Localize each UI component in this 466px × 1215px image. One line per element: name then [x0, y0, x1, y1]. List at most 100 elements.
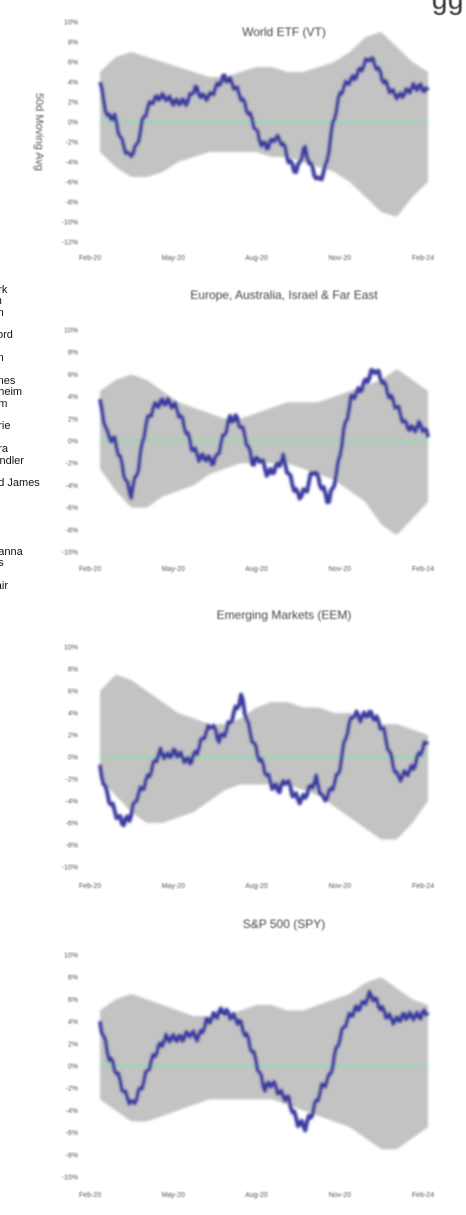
- x-tick-label: Nov-20: [328, 255, 351, 262]
- x-tick-label: May-20: [162, 255, 185, 262]
- chart-eafe: Europe, Australia, Israel & Far East 10% 8…: [0, 288, 466, 590]
- x-tick-label: Aug-20: [245, 255, 268, 262]
- chart-emerging-markets: Emerging Markets (EEM) 10% 8% 6% 4% 2% 0% -2% -4…: [0, 605, 466, 905]
- chart-svg: Emerging Markets (EEM) 10% 8% 6% 4% 2% 0% -2% -4…: [62, 608, 435, 890]
- y-tick-label: -12%: [62, 240, 78, 247]
- x-tick-label: Feb-20: [79, 883, 101, 890]
- chart-svg: S&P 500 (SPY) 10% 8% 6% 4% 2% 0% -2% -4% -6% -8% -1…: [62, 917, 435, 1199]
- y-tick-label: 6%: [68, 60, 78, 67]
- legend-item: nura: [0, 443, 9, 456]
- y-tick-label: 8%: [68, 350, 78, 357]
- x-tick-label: Nov-20: [328, 883, 351, 890]
- chart-title: World ETF (VT): [242, 25, 326, 39]
- y-tick-label: 0%: [68, 439, 78, 446]
- x-tick-label: Feb-20: [79, 255, 101, 262]
- y-tick-label: 8%: [68, 40, 78, 47]
- y-tick-label: 6%: [68, 997, 78, 1004]
- y-tick-label: 10%: [64, 953, 78, 960]
- y-tick-label: -2%: [66, 461, 78, 468]
- x-tick-label: Feb-20: [79, 1192, 101, 1199]
- y-tick-label: 0%: [68, 120, 78, 127]
- y-tick-label: 0%: [68, 755, 78, 762]
- y-tick-label: -6%: [66, 1130, 78, 1137]
- y-tick-label: 6%: [68, 372, 78, 379]
- y-tick-label: -2%: [66, 1086, 78, 1093]
- legend-item: enheim: [0, 386, 23, 399]
- x-tick-label: Aug-20: [245, 883, 268, 890]
- y-tick-label: -6%: [66, 180, 78, 187]
- y-tick-label: -4%: [66, 483, 78, 490]
- legend-panel: es ysnarkurnushccordensonaJonesenheimnam…: [0, 252, 96, 592]
- chart-title: S&P 500 (SPY): [243, 917, 326, 931]
- y-tick-label: 2%: [68, 416, 78, 423]
- legend-item: nam: [0, 397, 8, 410]
- y-tick-label: 10%: [64, 645, 78, 652]
- y-tick-label: -8%: [66, 843, 78, 850]
- y-tick-label: 10%: [64, 328, 78, 335]
- y-tick-label: -2%: [66, 140, 78, 147]
- y-tick-label: -10%: [62, 865, 78, 872]
- legend-item: uerie: [0, 420, 11, 433]
- series-line: [98, 989, 430, 1133]
- y-tick-label: -6%: [66, 821, 78, 828]
- legend-list: ysnarkurnushccordensonaJonesenheimnamcue…: [0, 273, 96, 592]
- x-tick-label: May-20: [162, 1192, 185, 1199]
- y-tick-label: -10%: [62, 550, 78, 557]
- legend-item: ond James: [0, 477, 40, 490]
- x-tick-label: Feb-20: [79, 566, 101, 573]
- x-tick-label: Nov-20: [328, 566, 351, 573]
- x-tick-label: May-20: [162, 883, 185, 890]
- y-tick-label: -8%: [66, 527, 78, 534]
- y-tick-label: 6%: [68, 689, 78, 696]
- y-tick-label: 2%: [68, 100, 78, 107]
- x-tick-label: Feb-24: [412, 255, 434, 262]
- legend-item: urn: [0, 295, 96, 307]
- legend-item: ush: [0, 306, 4, 319]
- x-tick-label: Feb-24: [412, 883, 434, 890]
- x-tick-label: Feb-24: [412, 566, 434, 573]
- y-tick-label: -4%: [66, 160, 78, 167]
- y-tick-label: 8%: [68, 975, 78, 982]
- y-tick-label: -8%: [66, 200, 78, 207]
- x-tick-label: Nov-20: [328, 1192, 351, 1199]
- y-tick-label: 4%: [68, 394, 78, 401]
- legend-item: ccord: [0, 329, 13, 342]
- y-tick-label: 2%: [68, 733, 78, 740]
- legend-item: Blair: [0, 579, 9, 592]
- y-tick-label: 4%: [68, 80, 78, 87]
- x-tick-label: May-20: [162, 566, 185, 573]
- page-title-fragment: gg: [432, 0, 464, 16]
- legend-item: son: [0, 352, 4, 365]
- y-tick-label: -2%: [66, 777, 78, 784]
- series-line: [98, 692, 430, 828]
- chart-title: Emerging Markets (EEM): [217, 608, 352, 622]
- y-tick-label: 4%: [68, 1019, 78, 1026]
- y-tick-label: 8%: [68, 667, 78, 674]
- chart-world-etf: World ETF (VT) 50d Moving Avg 10% 8% 6% 4% 2% 0…: [0, 0, 466, 280]
- y-tick-label: -10%: [62, 220, 78, 227]
- range-band: [100, 369, 428, 535]
- y-axis-label: 50d Moving Avg: [33, 93, 45, 171]
- chart-title: Europe, Australia, Israel & Far East: [190, 288, 378, 302]
- legend-item: ehanna: [0, 545, 23, 558]
- y-tick-label: -4%: [66, 1108, 78, 1115]
- chart-sp500: S&P 500 (SPY) 10% 8% 6% 4% 2% 0% -2% -4% -6% -8% -1…: [0, 915, 466, 1215]
- legend-item: nark: [0, 283, 8, 296]
- range-band: [100, 32, 428, 217]
- y-tick-label: 4%: [68, 711, 78, 718]
- y-tick-label: -10%: [62, 1175, 78, 1182]
- chart-svg: World ETF (VT) 50d Moving Avg 10% 8% 6% 4% 2% 0…: [33, 20, 434, 263]
- series-line: [98, 368, 430, 505]
- y-tick-label: -8%: [66, 1152, 78, 1159]
- legend-item: Sandler: [0, 454, 24, 467]
- x-tick-label: Aug-20: [245, 1192, 268, 1199]
- x-tick-label: Aug-20: [245, 566, 268, 573]
- y-tick-label: -4%: [66, 799, 78, 806]
- y-tick-label: 10%: [64, 20, 78, 27]
- y-tick-label: 2%: [68, 1041, 78, 1048]
- x-tick-label: Feb-24: [412, 1192, 434, 1199]
- y-tick-label: -6%: [66, 505, 78, 512]
- chart-svg: Europe, Australia, Israel & Far East 10% 8…: [62, 288, 435, 573]
- series-line: [98, 56, 430, 182]
- legend-item: Jones: [0, 374, 16, 387]
